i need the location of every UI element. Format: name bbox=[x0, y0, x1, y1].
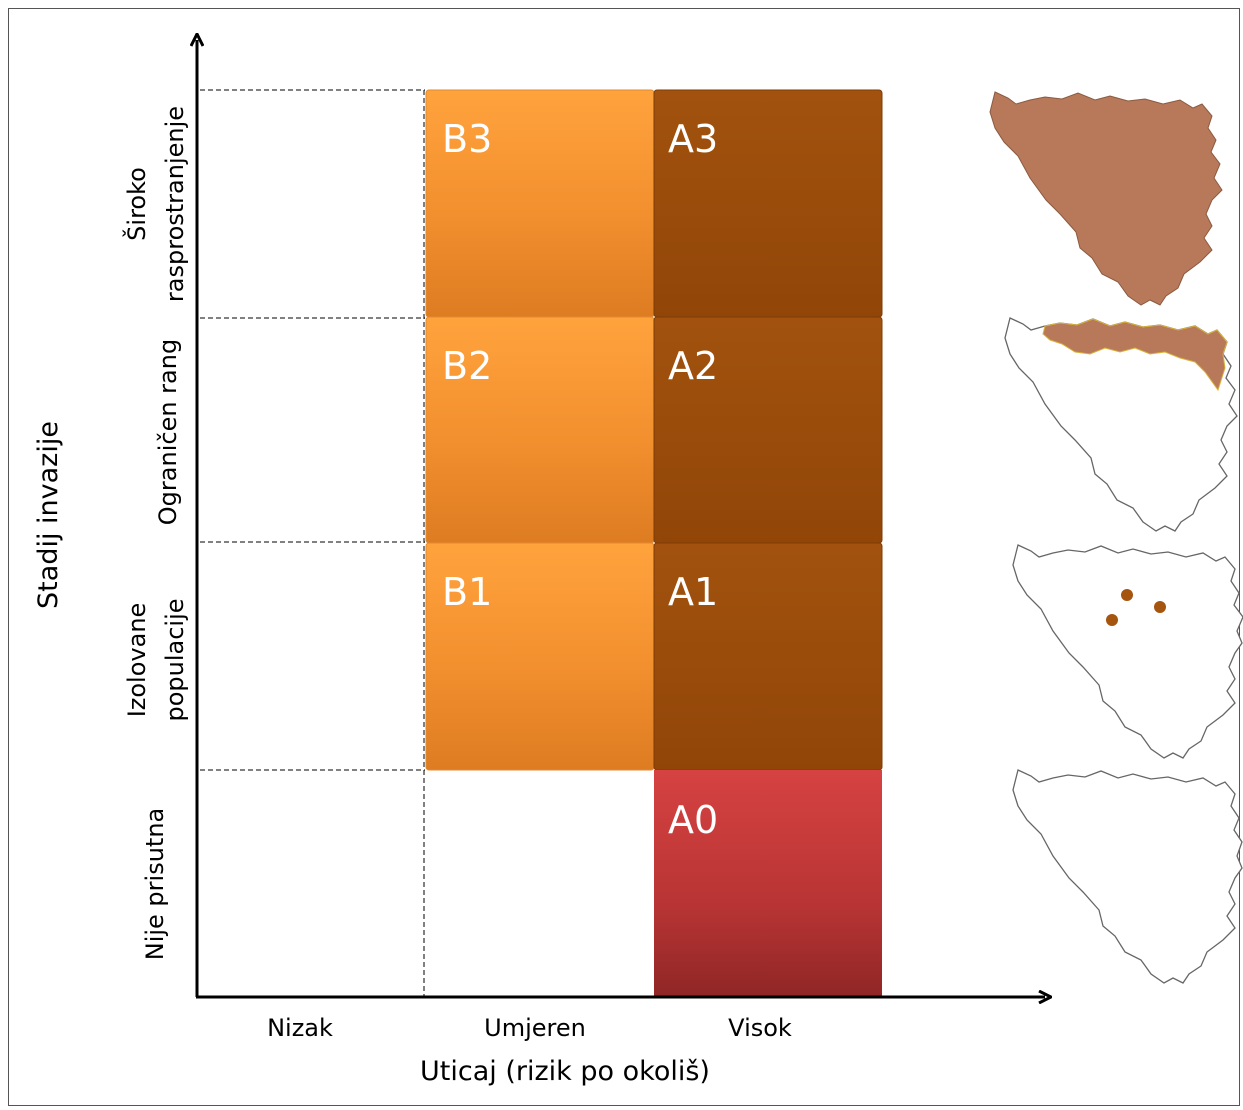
col-label-nizak: Nizak bbox=[267, 1014, 333, 1042]
row-label-siroko: Široko rasprostranjenje bbox=[121, 106, 189, 302]
row-label-siroko-line1: Široko bbox=[121, 167, 151, 241]
tile-b2-label: B2 bbox=[442, 344, 492, 388]
tile-a1: A1 bbox=[653, 542, 883, 771]
tile-a0: A0 bbox=[654, 770, 882, 997]
row-label-siroko-line2: rasprostranjenje bbox=[161, 106, 189, 302]
map-limited-range bbox=[1004, 317, 1238, 532]
row-label-izolovane: Izolovane populacije bbox=[123, 598, 189, 721]
y-axis-title: Stadij invazije bbox=[33, 421, 64, 609]
grid-guides bbox=[200, 89, 425, 997]
col-label-visok: Visok bbox=[728, 1014, 792, 1042]
tile-b3-label: B3 bbox=[442, 117, 492, 161]
map-widespread bbox=[989, 91, 1223, 306]
tile-b1-label: B1 bbox=[442, 570, 492, 614]
tile-a3-label: A3 bbox=[668, 117, 718, 161]
col-label-umjeren: Umjeren bbox=[484, 1014, 586, 1042]
tile-a1-label: A1 bbox=[668, 570, 718, 614]
tile-a2-label: A2 bbox=[668, 344, 718, 388]
tile-b3: B3 bbox=[425, 89, 655, 318]
row-label-izolovane-line2: populacije bbox=[161, 598, 189, 721]
tile-b1: B1 bbox=[425, 542, 655, 771]
population-dot bbox=[1121, 589, 1133, 601]
row-label-nije-prisutna: Nije prisutna bbox=[141, 808, 169, 961]
row-label-izolovane-line1: Izolovane bbox=[123, 603, 151, 718]
population-dot bbox=[1154, 601, 1166, 613]
map-isolated-populations bbox=[1012, 544, 1243, 759]
x-axis-title: Uticaj (rizik po okoliš) bbox=[420, 1056, 710, 1087]
tile-b2: B2 bbox=[425, 316, 655, 544]
tile-a3: A3 bbox=[653, 89, 883, 318]
row-label-ogranicen: Ograničen rang bbox=[154, 339, 182, 525]
tile-a0-label: A0 bbox=[668, 798, 718, 842]
figure-frame bbox=[8, 8, 1240, 1106]
map-not-present bbox=[1012, 769, 1243, 984]
tile-a2: A2 bbox=[653, 316, 883, 544]
population-dot bbox=[1106, 614, 1118, 626]
